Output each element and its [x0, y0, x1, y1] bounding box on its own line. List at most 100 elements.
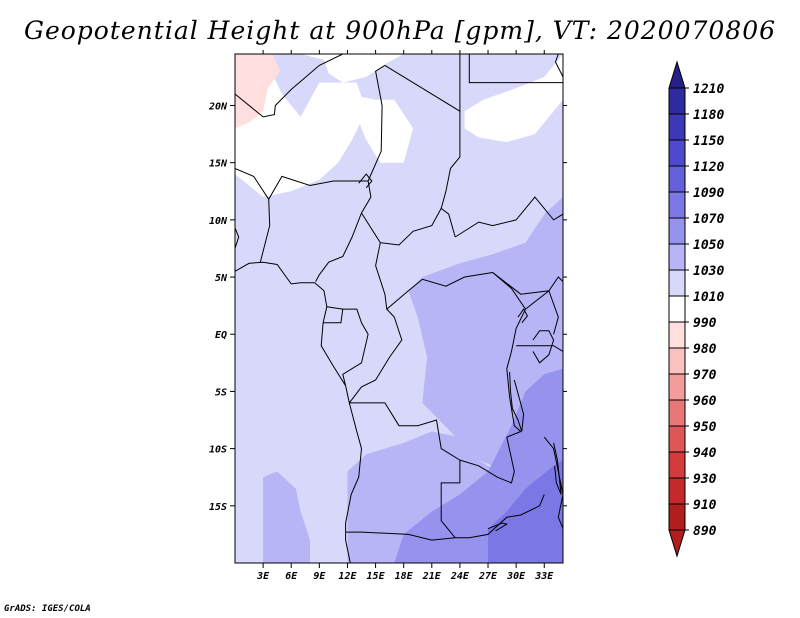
- coastline-lake-malawi: [553, 442, 562, 495]
- colorbar-swatch: [668, 425, 686, 453]
- grads-credit: GrADS: IGES/COLA: [4, 604, 91, 614]
- country-borders: [235, 54, 563, 563]
- border-uganda-kenya: [525, 289, 559, 335]
- x-tick-label: 15E: [367, 571, 386, 582]
- border-angola-namibia: [345, 531, 470, 541]
- border-nigeria-cameroon: [315, 180, 372, 282]
- border-zambia-zimbabwe: [469, 494, 545, 539]
- coastline-lake-albert: [517, 308, 529, 324]
- x-tick-label: 33E: [534, 571, 554, 582]
- y-tick-label: 10S: [209, 445, 227, 456]
- border-gabon-congo: [326, 306, 369, 386]
- colorbar-label: 1010: [693, 290, 724, 305]
- colorbar-label: 950: [693, 420, 717, 435]
- coastline-lake-tanganyika: [509, 371, 525, 432]
- field-region-below-1010-north: [300, 54, 404, 83]
- border-tanzania-north: [516, 345, 563, 352]
- colorbar-label: 1090: [693, 186, 724, 201]
- y-tick-label: 10N: [209, 216, 228, 227]
- x-tick-label: 21E: [422, 571, 442, 582]
- colorbar-label: 970: [693, 368, 717, 383]
- field-region-1050-1070-angola-coast: [263, 471, 310, 563]
- colorbar-top-arrow: [668, 60, 686, 89]
- colorbar-label: 1210: [693, 82, 724, 97]
- colorbar-swatch: [668, 269, 686, 297]
- colorbar-swatch: [668, 321, 686, 349]
- coastline-lake-kariba: [487, 522, 509, 532]
- colorbar-label: 1050: [693, 238, 724, 253]
- colorbar-label: 1070: [693, 212, 724, 227]
- colorbar-label: 1180: [693, 108, 724, 123]
- x-tick-label: 12E: [338, 571, 357, 582]
- colorbar-swatch: [668, 191, 686, 219]
- y-tick-label: 15N: [209, 159, 228, 170]
- y-tick-label: EQ: [215, 330, 227, 341]
- coastline-lake-chad: [358, 173, 373, 189]
- border-nigeria-benin: [259, 199, 271, 263]
- border-libya-chad: [384, 54, 461, 113]
- x-tick-label: 30E: [506, 571, 526, 582]
- border-cameroon-gabon: [323, 309, 344, 324]
- y-tick-label: 15S: [209, 502, 227, 513]
- x-tick-label: 3E: [256, 571, 270, 582]
- colorbar-label: 1030: [693, 264, 724, 279]
- map-axes: 3E 6E 9E 12E 15E 18E 21E 24E 27E 30E 33E 20N 15N 10N 5…: [208, 50, 567, 582]
- border-angola-zambia: [440, 482, 460, 539]
- x-tick-label: 9E: [313, 571, 326, 582]
- colorbar-label: 910: [693, 498, 717, 513]
- y-tick-label: 5S: [215, 387, 227, 398]
- colorbar-swatch: [668, 477, 686, 505]
- colorbar-label: 890: [693, 524, 717, 539]
- border-car-drc: [375, 242, 493, 311]
- colorbar-swatch: [668, 165, 686, 193]
- field-region-below-1010-chad: [347, 94, 414, 163]
- colorbar-label: 990: [693, 316, 717, 331]
- colorbar-swatch: [668, 399, 686, 427]
- x-tick-label: 6E: [285, 571, 298, 582]
- colorbar-label: 1150: [693, 134, 724, 149]
- colorbar-label: 1120: [693, 160, 724, 175]
- colorbar-label: 940: [693, 446, 717, 461]
- border-drc-angola: [349, 402, 461, 483]
- colorbar-swatch: [668, 113, 686, 141]
- x-tick-label: 18E: [395, 571, 414, 582]
- chart-title: Geopotential Height at 900hPa [gpm], VT:…: [23, 16, 777, 45]
- coastline-west-africa: [235, 261, 363, 563]
- y-tick-label: 5N: [215, 273, 228, 284]
- y-tick-label: 20N: [208, 101, 228, 112]
- colorbar-swatch: [668, 295, 686, 323]
- geopotential-field: [235, 54, 563, 563]
- border-chad-sudan: [440, 111, 461, 238]
- border-congo-drc: [348, 308, 403, 404]
- field-region-below-1010-sudan: [464, 54, 563, 143]
- border-niger-south: [235, 167, 369, 201]
- map-frame: [234, 53, 564, 564]
- colorbar-swatch: [668, 243, 686, 271]
- border-malawi: [543, 436, 563, 529]
- coastline-red-sea: [554, 54, 563, 78]
- colorbar-swatch: [668, 217, 686, 245]
- colorbar-swatch: [668, 139, 686, 167]
- field-region-1090-1120: [488, 460, 563, 563]
- field-region-990-1010-pink: [235, 54, 280, 129]
- colorbar-label: 930: [693, 472, 717, 487]
- x-tick-label: 24E: [450, 571, 470, 582]
- colorbar-swatch: [668, 503, 686, 531]
- x-tick-label: 27E: [478, 571, 498, 582]
- border-niger-chad: [367, 64, 386, 182]
- coastline-lake-victoria: [532, 330, 555, 364]
- border-drc-east: [492, 272, 527, 432]
- colorbar-swatch: [668, 87, 686, 115]
- border-libya-egypt: [468, 54, 563, 84]
- colorbar-label: 980: [693, 342, 717, 357]
- field-region-below-1010-sahel: [235, 54, 367, 197]
- border-chad-car: [361, 208, 442, 246]
- border-sudan-south-sudan: [454, 196, 563, 238]
- colorbar-bottom-arrow: [668, 529, 686, 558]
- colorbar-swatch: [668, 451, 686, 479]
- colorbar-swatch: [668, 373, 686, 401]
- colorbar: 1210 1180 1150 1120 1090 1070 1050 1030 1010 990 9…: [668, 60, 724, 558]
- border-mali-algeria: [235, 54, 344, 118]
- border-drc-zambia: [459, 431, 521, 484]
